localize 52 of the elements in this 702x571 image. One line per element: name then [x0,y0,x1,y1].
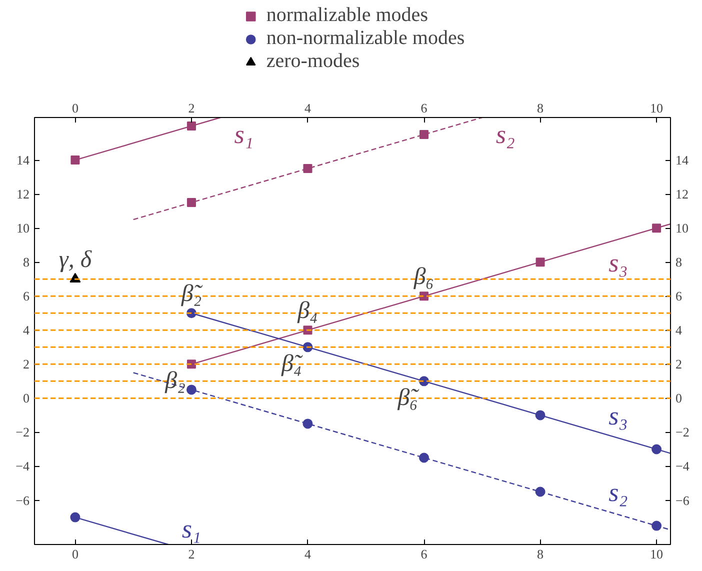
y2-tick-label: 0 [676,390,682,406]
y-tick-label: 4 [23,322,30,338]
y-tick-label: 0 [23,390,30,406]
x2-tick-label: 8 [537,100,544,116]
series-label: s₂ [608,478,628,507]
annotation: β̃₆ [396,385,420,412]
y2-tick-label: 14 [676,152,689,168]
y-tick-label: 8 [23,254,30,270]
annotation: γ, δ [58,247,92,274]
x-tick-label: 8 [537,546,544,562]
legend-label: zero-modes [266,50,360,73]
x-tick-label: 2 [188,546,195,562]
series-label: s₁ [182,514,202,544]
y2-tick-label: 10 [676,220,688,236]
series-label: s₁ [234,120,254,150]
y-tick-label: 14 [16,152,30,168]
y2-tick-label: −6 [676,492,690,508]
x-tick-label: 4 [304,546,312,562]
annotation: β̃₂ [180,281,204,308]
y-tick-label: 6 [23,288,30,304]
point [420,130,429,140]
point [303,164,312,174]
legend-label: non-normalizable modes [266,27,465,50]
series-label: s₃ [608,248,628,278]
y2-tick-label: 6 [676,288,682,304]
series-label: s₂ [496,120,515,150]
y2-tick-label: 2 [676,356,682,372]
x2-tick-label: 4 [304,100,312,116]
y-tick-label: 10 [16,220,30,236]
x2-tick-label: 0 [72,100,78,116]
x2-tick-label: 6 [420,100,428,116]
point [70,512,80,522]
legend-label: normalizable modes [266,4,428,27]
y-tick-label: −4 [16,458,30,474]
y2-tick-label: 4 [676,322,682,338]
y-tick-label: 2 [23,356,30,372]
y-tick-label: 12 [16,186,30,202]
x-tick-label: 10 [650,546,664,562]
x-tick-label: 6 [420,546,428,562]
point [70,156,80,165]
y2-tick-label: −2 [676,424,690,440]
y2-tick-label: 12 [676,186,688,202]
point [186,198,196,208]
y-tick-label: −2 [16,424,30,440]
y-tick-label: −6 [16,492,30,508]
y2-tick-label: −4 [676,458,690,474]
point [652,520,662,531]
x2-tick-label: 10 [650,100,664,116]
series-label: s₃ [608,401,628,430]
x-tick-label: 0 [72,546,78,562]
y2-tick-label: 8 [676,254,682,270]
x2-tick-label: 2 [188,100,195,116]
